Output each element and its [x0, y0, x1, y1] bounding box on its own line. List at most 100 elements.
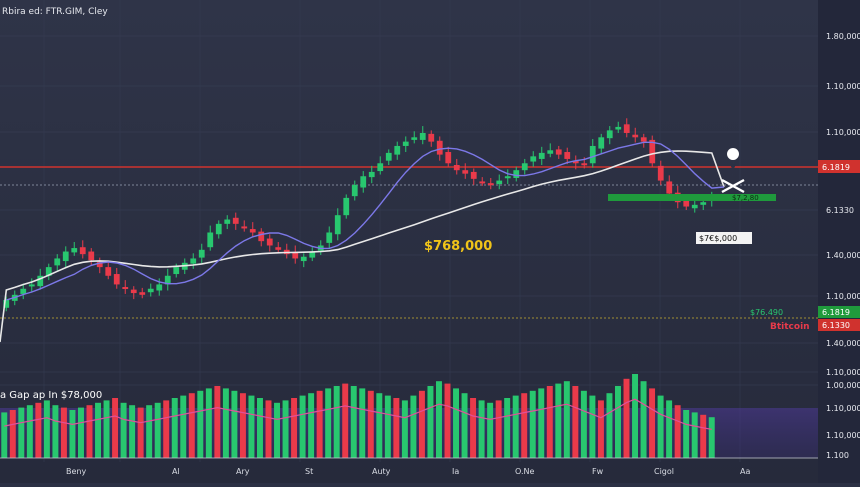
volume-bar: [708, 417, 715, 458]
volume-bar: [325, 388, 332, 458]
candle-body: [275, 247, 282, 250]
volume-bar: [461, 393, 468, 458]
candle-body: [334, 215, 341, 235]
candle-body: [606, 130, 613, 139]
y-tick-label: 1.10,000: [826, 82, 860, 91]
volume-bar: [580, 390, 587, 458]
x-tick-label: St: [305, 467, 313, 476]
price-axis-panel: [818, 0, 860, 483]
volume-bar: [18, 407, 25, 458]
volume-bar: [623, 378, 630, 458]
candle-tag-box: [696, 232, 752, 244]
map-pin-icon: [727, 148, 740, 176]
volume-bar: [197, 390, 204, 458]
y-tick-label: 6.1330: [826, 206, 854, 215]
volume-bar: [666, 400, 673, 458]
volume-bar: [350, 386, 357, 458]
candle-body: [173, 267, 180, 275]
volume-bar: [376, 393, 383, 458]
volume-bar: [129, 405, 136, 458]
volume-bar: [60, 407, 67, 458]
candle-body: [343, 197, 350, 216]
volume-bar: [384, 395, 391, 458]
fast-moving-average: [6, 141, 725, 301]
volume-bar: [444, 383, 451, 458]
volume-bar: [282, 400, 289, 458]
volume-bar: [529, 390, 536, 458]
candle-body: [292, 252, 299, 259]
volume-bar: [299, 395, 306, 458]
volume-bar: [555, 383, 562, 458]
green-zone-bar[interactable]: [608, 194, 776, 201]
candle-body: [258, 231, 265, 242]
candle-body: [683, 199, 690, 207]
candle-body: [385, 152, 392, 161]
chart-title: Rbira ed: FTR.GIM, Cley: [2, 7, 108, 17]
axis-red-tag: 6.1819: [822, 163, 850, 172]
volume-bar: [274, 402, 281, 458]
candle-body: [394, 145, 401, 155]
axis-green-tag-value: 6.1819: [822, 308, 850, 317]
axis-green-tag-box: [818, 306, 860, 318]
candle-body: [657, 165, 664, 181]
candle-body: [462, 170, 469, 174]
candle-body: [360, 176, 367, 188]
candle-tag: $7€$,000: [699, 234, 737, 243]
brand-label: Btitcoin: [770, 322, 810, 332]
candle-body: [368, 171, 375, 178]
volume-bars: [1, 374, 715, 458]
y-tick-label: 1.10,000: [826, 431, 860, 440]
volume-bar: [657, 395, 664, 458]
volume-bar: [521, 393, 528, 458]
candle-body: [326, 232, 333, 243]
candle-body: [436, 140, 443, 155]
volume-bar: [546, 386, 553, 458]
volume-bar: [137, 407, 144, 458]
candle-body: [71, 248, 78, 253]
volume-bar: [359, 388, 366, 458]
x-tick-label: O.Ne: [515, 467, 535, 476]
line-tag: $7,2,80: [732, 194, 759, 202]
price-marker[interactable]: [721, 148, 745, 194]
candle-body: [215, 223, 222, 235]
x-tick-label: Fw: [592, 467, 604, 476]
candle-body: [700, 202, 707, 205]
candle-body: [479, 181, 486, 184]
candle-body: [530, 156, 537, 162]
volume-bar: [427, 386, 434, 458]
x-tick-label: Ary: [236, 467, 250, 476]
volume-bar: [26, 405, 33, 458]
candle-body: [156, 284, 163, 291]
candle-body: [572, 160, 579, 164]
candle-body: [3, 300, 10, 308]
volume-bar: [188, 393, 195, 458]
candle-body: [62, 251, 69, 262]
volume-bar: [478, 400, 485, 458]
volume-bar: [563, 381, 570, 458]
candle-body: [300, 256, 307, 262]
y-tick-label: 1.100: [826, 451, 849, 460]
volume-bar: [265, 400, 272, 458]
candle-body: [96, 261, 103, 268]
volume-bar: [77, 407, 84, 458]
candle-body: [232, 217, 239, 224]
y-axis: 1.80,000 1.10,000 1.10,000 6.1330 1.40,000 1.…: [826, 32, 860, 460]
volume-bar: [163, 400, 170, 458]
candle-body: [487, 183, 494, 186]
volume-bar: [256, 398, 263, 458]
candle-body: [547, 150, 554, 154]
candle-body: [377, 163, 384, 172]
candle-body: [79, 247, 86, 255]
volume-bar: [231, 390, 238, 458]
candle-body: [632, 134, 639, 138]
volume-bar: [103, 400, 110, 458]
volume-bar: [86, 405, 93, 458]
x-tick-label: Al: [172, 467, 180, 476]
volume-bar: [487, 402, 494, 458]
candle-body: [122, 287, 129, 290]
volume-bar: [649, 388, 656, 458]
volume-bar: [291, 398, 298, 458]
candle-body: [54, 258, 61, 266]
candle-body: [207, 232, 214, 248]
y-tick-label: 1.10,000: [826, 128, 860, 137]
